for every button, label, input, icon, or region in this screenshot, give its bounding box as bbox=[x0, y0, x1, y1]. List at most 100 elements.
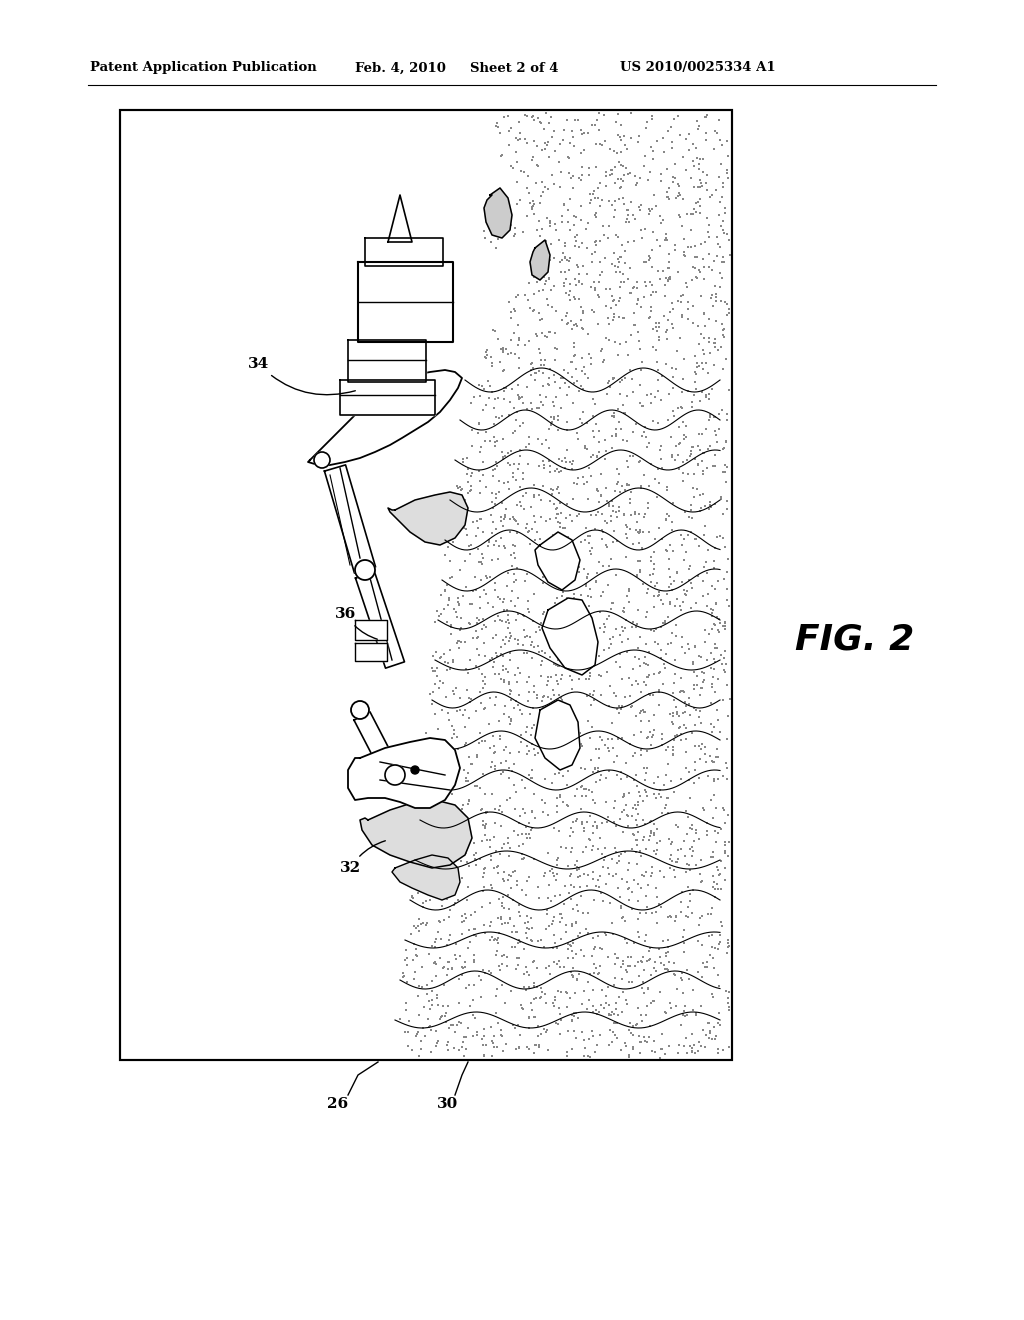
Point bbox=[630, 952, 646, 973]
Point bbox=[553, 668, 569, 689]
Point bbox=[593, 882, 609, 903]
Point bbox=[535, 182, 551, 203]
Point bbox=[618, 199, 635, 220]
Point bbox=[508, 921, 524, 942]
Point bbox=[508, 141, 524, 162]
Point bbox=[454, 837, 470, 858]
Point bbox=[532, 392, 549, 413]
Point bbox=[510, 334, 526, 355]
Point bbox=[663, 116, 679, 137]
Point bbox=[553, 982, 569, 1003]
Point bbox=[587, 242, 603, 263]
Point bbox=[521, 191, 538, 213]
Point bbox=[555, 535, 571, 556]
Point bbox=[679, 581, 695, 602]
Point bbox=[654, 458, 671, 479]
Point bbox=[547, 595, 563, 616]
Point bbox=[482, 892, 499, 913]
Point bbox=[628, 764, 644, 785]
Point bbox=[603, 405, 620, 426]
Point bbox=[670, 261, 686, 282]
Point bbox=[468, 855, 484, 876]
Point bbox=[639, 741, 655, 762]
Point bbox=[537, 601, 553, 622]
Point bbox=[468, 701, 484, 722]
Point bbox=[715, 766, 731, 787]
Point bbox=[460, 471, 476, 492]
Point bbox=[496, 508, 512, 529]
Point bbox=[676, 920, 692, 941]
Point bbox=[647, 878, 664, 899]
Point bbox=[495, 892, 511, 913]
Point bbox=[578, 576, 594, 597]
Point bbox=[706, 407, 722, 428]
Point bbox=[510, 932, 526, 953]
Point bbox=[493, 764, 509, 785]
Point bbox=[589, 445, 605, 466]
Point bbox=[620, 767, 636, 788]
Point bbox=[682, 788, 698, 809]
Point bbox=[678, 718, 694, 739]
Point bbox=[493, 589, 509, 610]
Point bbox=[561, 550, 578, 572]
Point bbox=[673, 723, 689, 744]
Point bbox=[607, 942, 624, 964]
Point bbox=[598, 327, 614, 348]
Point bbox=[630, 289, 646, 310]
Point bbox=[526, 989, 543, 1010]
Point bbox=[514, 486, 530, 507]
Point bbox=[668, 907, 684, 928]
Point bbox=[692, 748, 709, 770]
Point bbox=[451, 631, 467, 652]
Point bbox=[654, 127, 671, 148]
Point bbox=[426, 779, 442, 800]
Point bbox=[465, 627, 481, 648]
Point bbox=[440, 590, 457, 611]
Point bbox=[561, 987, 578, 1008]
Point bbox=[674, 397, 690, 418]
Point bbox=[535, 375, 551, 396]
Point bbox=[665, 378, 681, 399]
Point bbox=[717, 292, 733, 313]
Point bbox=[649, 634, 666, 655]
Point bbox=[555, 766, 571, 787]
Point bbox=[499, 599, 515, 620]
Point bbox=[658, 787, 675, 808]
Point bbox=[529, 636, 546, 657]
Point bbox=[411, 1005, 427, 1026]
Point bbox=[708, 333, 724, 354]
Point bbox=[537, 792, 553, 813]
Point bbox=[639, 384, 655, 405]
Point bbox=[503, 545, 519, 566]
Point bbox=[682, 445, 698, 466]
Point bbox=[717, 611, 733, 632]
Point bbox=[607, 565, 624, 586]
Point bbox=[649, 131, 666, 152]
Point bbox=[591, 286, 607, 308]
Point bbox=[564, 1010, 581, 1031]
Point bbox=[609, 143, 626, 164]
Point bbox=[462, 544, 478, 565]
Point bbox=[641, 521, 657, 543]
Point bbox=[515, 619, 531, 640]
Point bbox=[651, 830, 668, 851]
Point bbox=[438, 964, 455, 985]
Point bbox=[424, 657, 440, 678]
Point bbox=[605, 309, 622, 330]
Point bbox=[677, 502, 693, 523]
Point bbox=[550, 1014, 566, 1035]
Point bbox=[720, 929, 736, 950]
Point bbox=[710, 1041, 726, 1063]
Point bbox=[694, 459, 711, 480]
Point bbox=[631, 451, 647, 473]
Point bbox=[643, 993, 659, 1014]
Point bbox=[518, 979, 535, 1001]
Point bbox=[528, 173, 545, 194]
Point bbox=[555, 620, 571, 642]
Point bbox=[677, 701, 693, 722]
Point bbox=[684, 845, 700, 866]
Point bbox=[514, 833, 530, 854]
Point bbox=[546, 529, 562, 550]
Point bbox=[665, 706, 681, 727]
Point bbox=[562, 818, 579, 840]
